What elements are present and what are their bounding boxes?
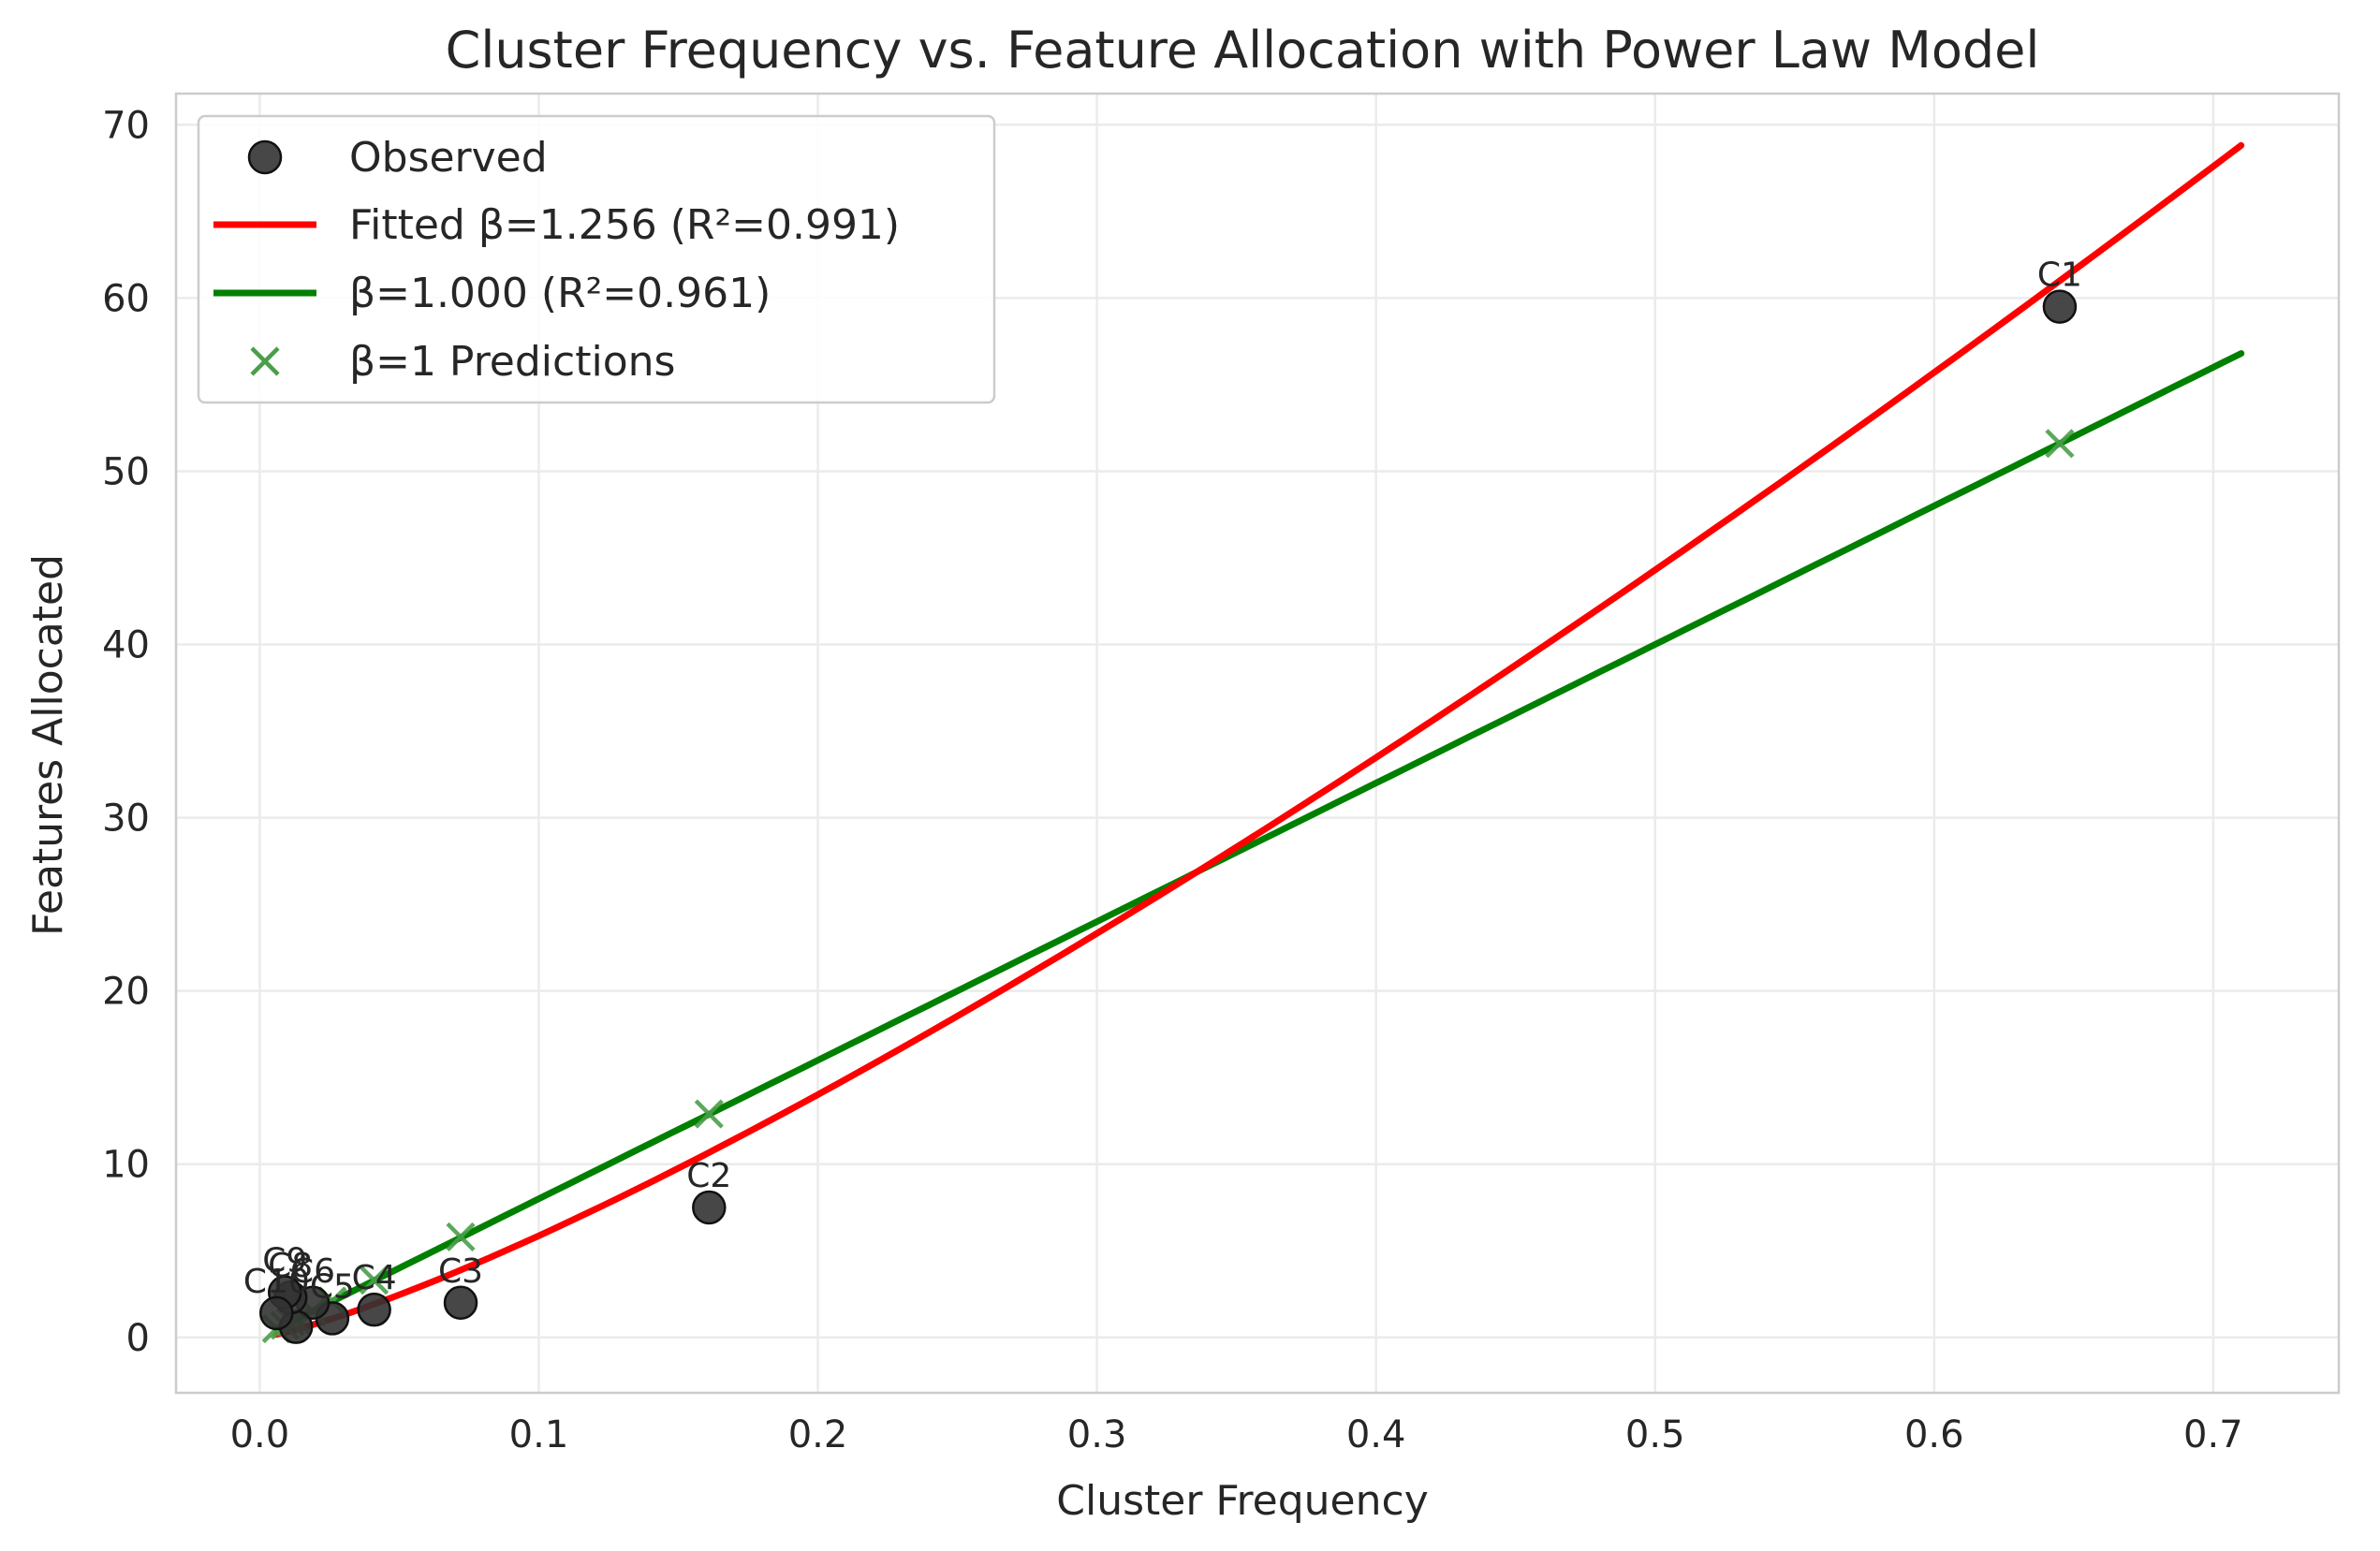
y-axis-label: Features Allocated (24, 554, 72, 936)
model-curves (272, 141, 2245, 1339)
point-label: C1 (2037, 256, 2082, 295)
x-tick-label: 0.5 (1625, 1413, 1685, 1456)
x-axis-ticks: 0.0 0.1 0.2 0.3 0.4 0.5 0.6 0.7 (230, 1413, 2243, 1456)
beta1-line (272, 350, 2245, 1333)
point-label: C4 (352, 1259, 397, 1297)
x-tick-label: 0.7 (2183, 1413, 2243, 1456)
plot-frame (174, 92, 2341, 1395)
point-label: C3 (438, 1252, 483, 1291)
y-tick-label: 20 (102, 971, 150, 1014)
x-tick-label: 0.1 (509, 1413, 569, 1456)
observed-points (259, 289, 2078, 1344)
legend-label: β=1.000 (R²=0.961) (349, 270, 771, 317)
legend-box (197, 114, 996, 404)
y-tick-label: 40 (102, 624, 150, 667)
x-tick-label: 0.2 (788, 1413, 848, 1456)
y-tick-label: 30 (102, 797, 150, 841)
x-tick-label: 0.0 (230, 1413, 290, 1456)
legend-label: β=1 Predictions (349, 338, 675, 386)
point-label: C10 (243, 1263, 310, 1301)
y-tick-label: 60 (102, 277, 150, 320)
x-tick-label: 0.6 (1904, 1413, 1964, 1456)
y-tick-label: 0 (126, 1317, 150, 1360)
x-tick-label: 0.3 (1067, 1413, 1127, 1456)
point-label: C8 (268, 1247, 313, 1285)
y-tick-label: 50 (102, 450, 150, 493)
x-tick-label: 0.4 (1346, 1413, 1406, 1456)
y-axis-ticks: 0 10 20 30 40 50 60 70 (102, 104, 150, 1359)
prediction-marker (2045, 429, 2075, 459)
point-label: C6 (290, 1252, 335, 1291)
chart-title: Cluster Frequency vs. Feature Allocation… (446, 21, 2040, 80)
point-label: C5 (310, 1267, 355, 1306)
legend-label: Observed (349, 134, 548, 182)
prediction-marker (360, 1266, 389, 1295)
y-tick-label: 70 (102, 104, 150, 147)
observed-point (692, 1190, 727, 1225)
prediction-marker (446, 1222, 476, 1252)
observed-point (259, 1295, 294, 1331)
observed-point (357, 1292, 391, 1327)
legend-observed-marker (247, 139, 283, 175)
fitted-line (272, 141, 2245, 1339)
legend: Observed Fitted β=1.256 (R²=0.991) β=1.000… (197, 114, 996, 404)
prediction-marker (694, 1099, 724, 1129)
observed-point (2042, 289, 2078, 324)
observed-point (443, 1285, 478, 1321)
legend-predictions-marker (250, 346, 280, 376)
point-label: C2 (686, 1157, 731, 1195)
legend-label: Fitted β=1.256 (R²=0.991) (349, 201, 900, 249)
x-axis-label: Cluster Frequency (1056, 1477, 1428, 1525)
y-tick-label: 10 (102, 1144, 150, 1187)
point-label: C9 (262, 1242, 307, 1280)
